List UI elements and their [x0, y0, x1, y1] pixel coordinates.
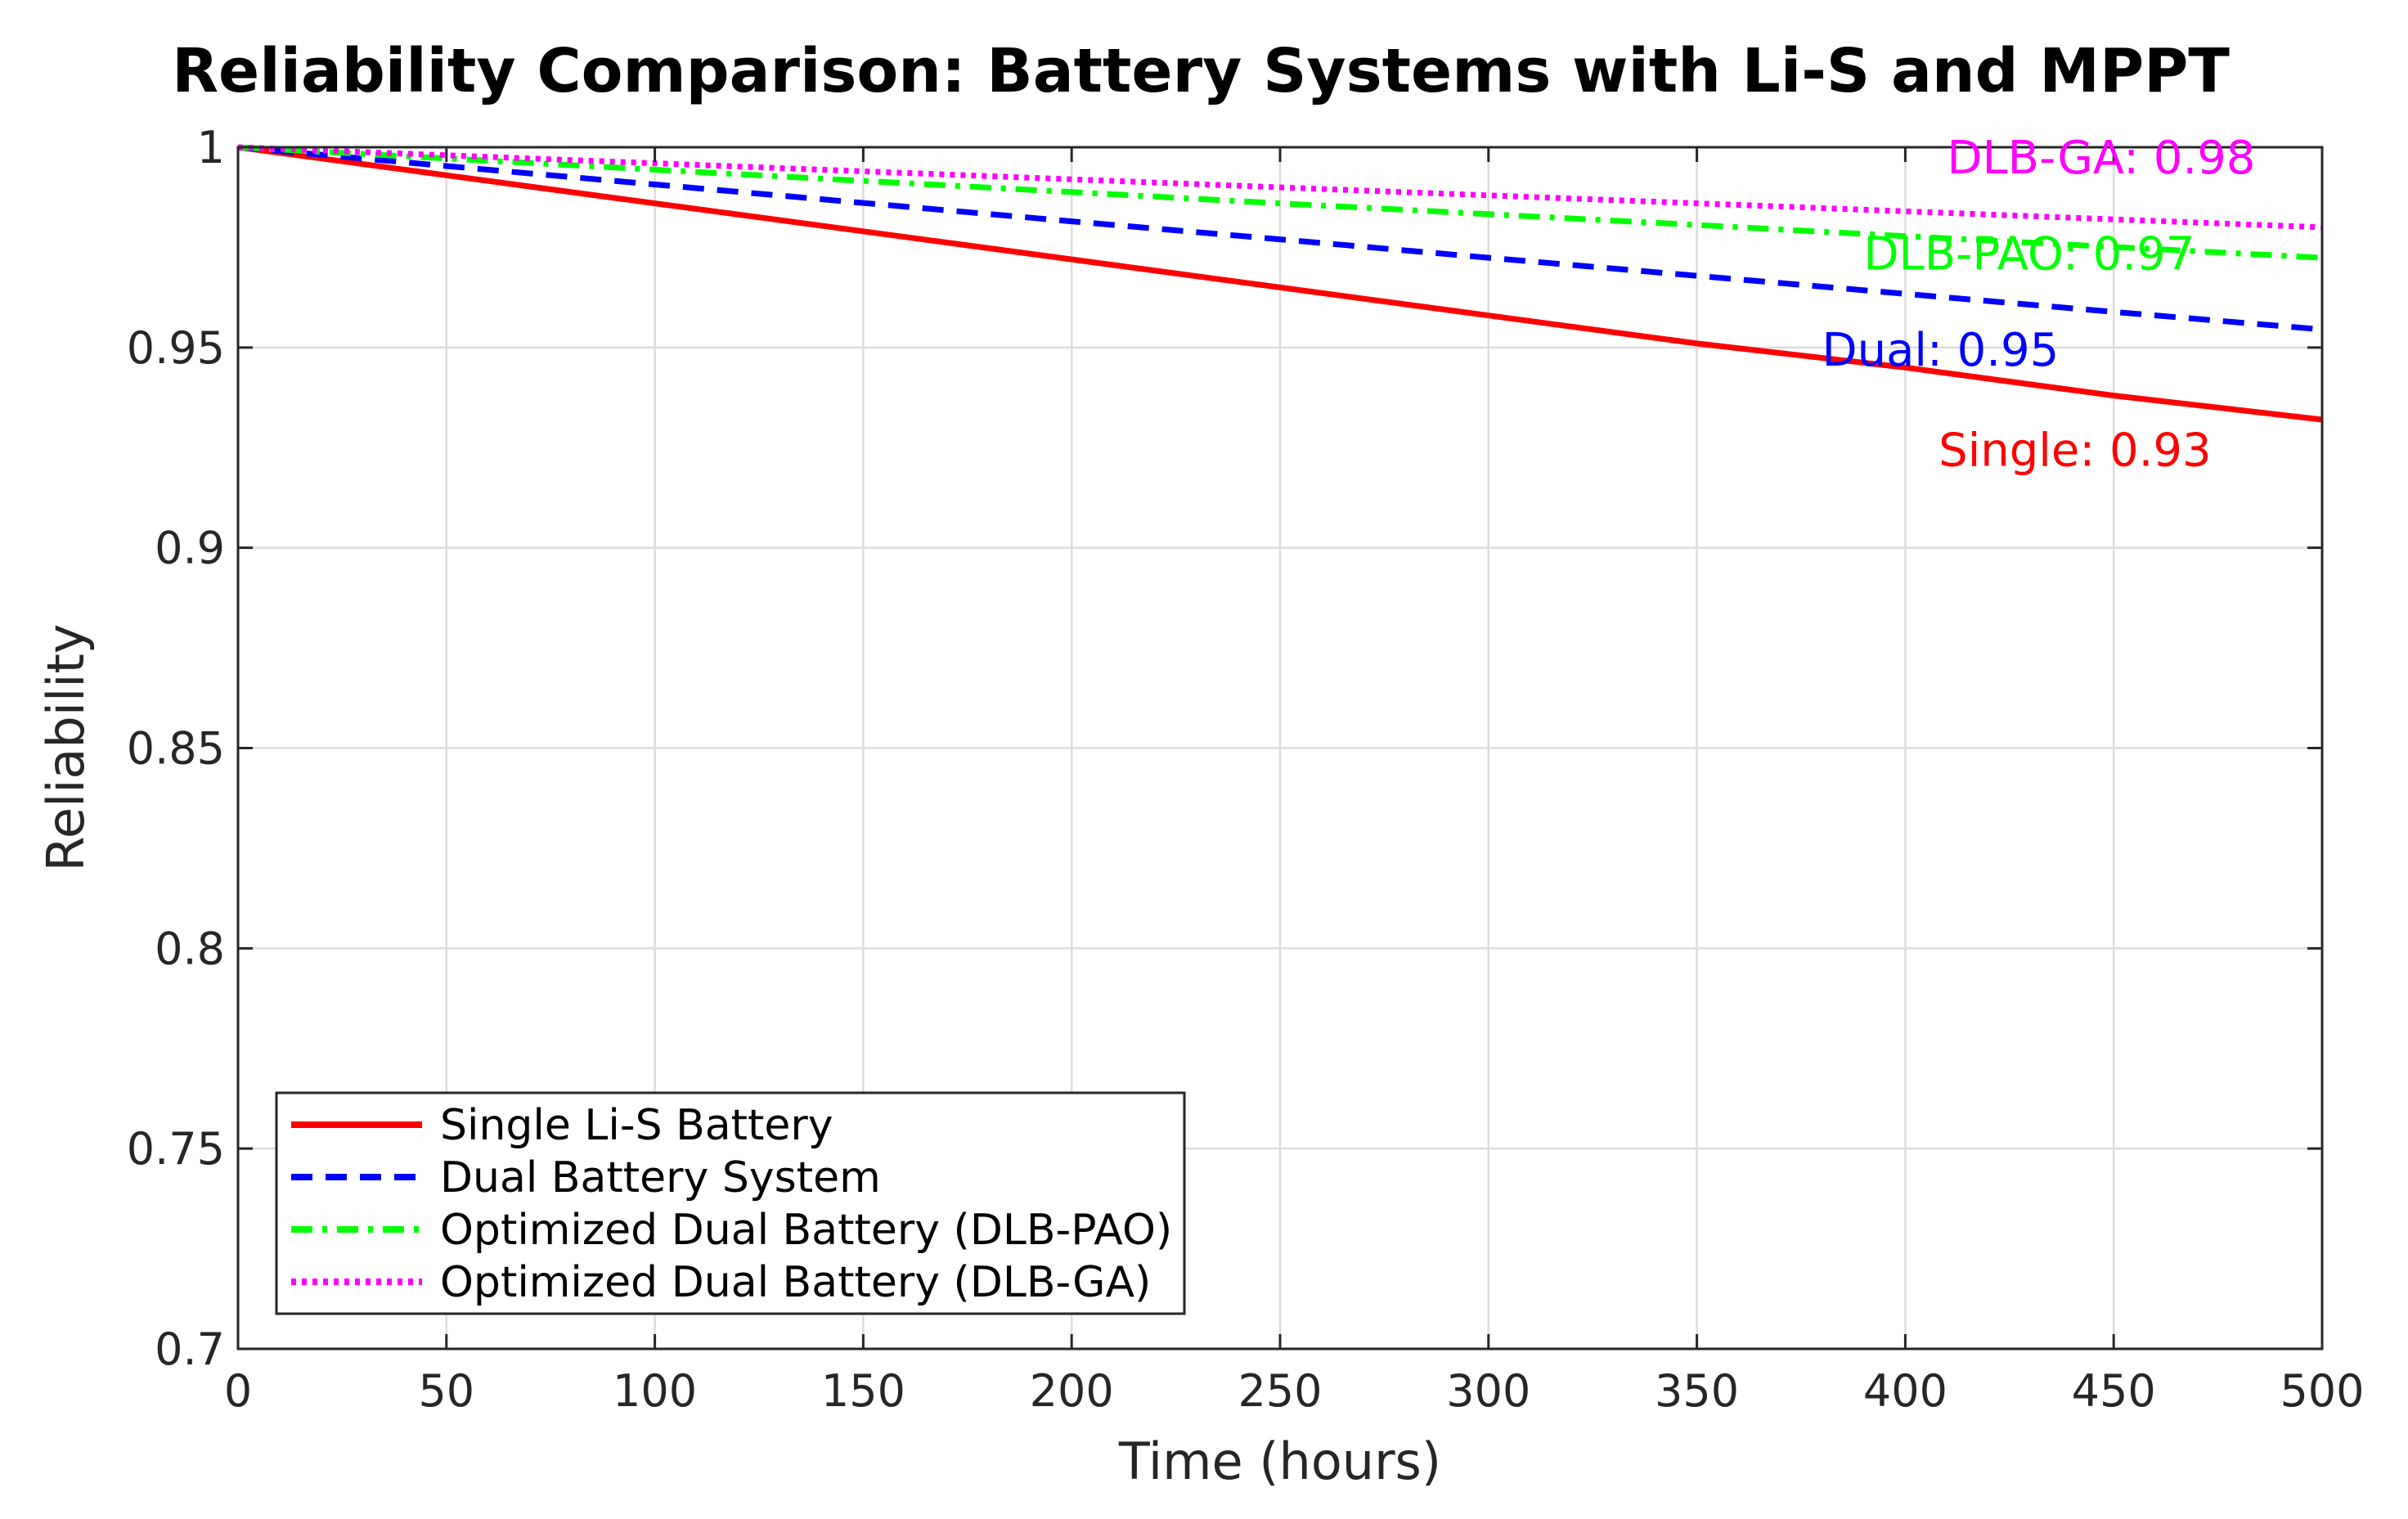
chart-title: Reliability Comparison: Battery Systems …	[172, 36, 2230, 106]
legend-label: Dual Battery System	[440, 1153, 881, 1202]
x-tick-label: 500	[2280, 1365, 2364, 1417]
x-tick-label: 250	[1238, 1365, 1322, 1417]
x-tick-label: 350	[1655, 1365, 1739, 1417]
annotation-label: DLB-GA: 0.98	[1947, 132, 2255, 185]
grid-lines	[238, 147, 2322, 1349]
y-tick-label: 0.85	[127, 723, 225, 775]
legend-label: Optimized Dual Battery (DLB-PAO)	[440, 1206, 1172, 1255]
y-tick-label: 0.7	[155, 1324, 225, 1375]
series-lines	[237, 144, 2323, 423]
legend-label: Optimized Dual Battery (DLB-GA)	[440, 1258, 1151, 1307]
end-value-annotations: DLB-GA: 0.98 DLB-PAO: 0.97 Dual: 0.95 Singl…	[1822, 132, 2255, 477]
legend-label: Single Li-S Battery	[440, 1101, 833, 1150]
y-tick-label: 0.75	[127, 1123, 225, 1175]
x-tick-label: 300	[1446, 1365, 1530, 1417]
y-tick-label: 0.8	[155, 923, 225, 974]
x-tick-label: 200	[1030, 1365, 1114, 1417]
y-tick-label: 0.95	[127, 322, 225, 374]
series-line	[237, 144, 2323, 261]
y-tick-label: 1	[197, 122, 225, 173]
y-tick-label: 0.9	[155, 523, 225, 574]
x-tick-label: 450	[2072, 1365, 2156, 1417]
x-axis-label: Time (hours)	[1118, 1431, 1441, 1491]
x-tick-label: 50	[418, 1365, 474, 1417]
legend-box	[275, 1091, 1186, 1315]
series-line	[237, 144, 2323, 333]
x-tick-label: 400	[1863, 1365, 1948, 1417]
annotation-label: DLB-PAO: 0.97	[1863, 227, 2195, 281]
series-line	[237, 144, 2323, 423]
y-axis-label: Reliability	[36, 624, 96, 872]
axis-ticks: 0 50 100 150 200 250 300 350 400 450 500 0.7 0.75 0.8…	[127, 122, 2365, 1417]
series-line	[237, 144, 2323, 231]
annotation-label: Dual: 0.95	[1822, 324, 2059, 377]
annotation-label: Single: 0.93	[1939, 424, 2212, 477]
x-tick-label: 0	[224, 1365, 252, 1417]
x-tick-label: 150	[821, 1365, 905, 1417]
x-tick-label: 100	[613, 1365, 697, 1417]
